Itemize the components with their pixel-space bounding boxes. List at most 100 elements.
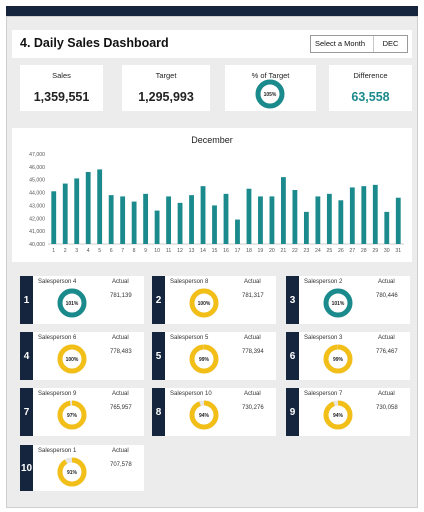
kpi-target-label: Target bbox=[155, 71, 177, 80]
actual-label: Actual bbox=[112, 448, 129, 454]
actual-label: Actual bbox=[244, 279, 261, 285]
title-card: 4. Daily Sales Dashboard Select a Month … bbox=[12, 30, 412, 58]
bar-day-16 bbox=[223, 193, 229, 244]
bar-day-8 bbox=[131, 201, 137, 244]
bar-day-4 bbox=[85, 172, 91, 244]
target-donut: 99% bbox=[189, 344, 219, 374]
bar-day-31 bbox=[395, 197, 401, 244]
x-tick-label: 7 bbox=[121, 248, 124, 254]
actual-value: 780,446 bbox=[376, 293, 398, 299]
kpi-difference-card: Difference 63,558 bbox=[329, 65, 412, 111]
bar-day-19 bbox=[258, 196, 263, 244]
y-tick-label: 40,000 bbox=[29, 242, 45, 248]
salesperson-card: 6 Salesperson 3 Actual 776,467 99% bbox=[286, 332, 410, 380]
donut-ring bbox=[57, 400, 87, 430]
salesperson-card: 10 Salesperson 1 Actual 707,578 91% bbox=[20, 445, 144, 491]
x-tick-label: 21 bbox=[281, 248, 287, 254]
actual-value: 781,317 bbox=[242, 293, 264, 299]
x-tick-label: 9 bbox=[144, 248, 147, 254]
salesperson-name: Salesperson 3 bbox=[304, 335, 343, 341]
rank-badge: 3 bbox=[286, 276, 299, 324]
x-tick-label: 19 bbox=[258, 248, 264, 254]
month-selector-label: Select a Month bbox=[315, 39, 366, 48]
actual-label: Actual bbox=[112, 391, 129, 397]
donut-ring bbox=[323, 288, 353, 318]
actual-value: 730,276 bbox=[242, 405, 264, 411]
x-tick-label: 5 bbox=[98, 248, 101, 254]
donut-ring bbox=[57, 344, 87, 374]
bar-day-24 bbox=[315, 196, 321, 244]
daily-sales-chart: 40,000 41,000 42,000 43,000 44,000 45,000 46,0… bbox=[29, 152, 404, 254]
target-donut: 101% bbox=[323, 288, 353, 318]
target-donut: 91% bbox=[57, 457, 87, 487]
bar-day-10 bbox=[154, 210, 160, 244]
x-tick-label: 8 bbox=[133, 248, 136, 254]
actual-label: Actual bbox=[112, 279, 129, 285]
x-tick-label: 6 bbox=[110, 248, 113, 254]
salesperson-card: 5 Salesperson 5 Actual 778,394 99% bbox=[152, 332, 276, 380]
target-donut: 94% bbox=[323, 400, 353, 430]
bar-day-7 bbox=[120, 196, 126, 244]
salesperson-name: Salesperson 4 bbox=[38, 279, 77, 285]
x-tick-label: 11 bbox=[166, 248, 171, 254]
top-banner bbox=[6, 6, 418, 16]
target-donut: 97% bbox=[57, 400, 87, 430]
kpi-sales-value: 1,359,551 bbox=[33, 90, 90, 104]
bar-day-27 bbox=[349, 187, 355, 244]
y-tick-label: 46,000 bbox=[29, 165, 45, 171]
bar-day-21 bbox=[281, 177, 286, 244]
x-tick-label: 29 bbox=[372, 248, 378, 254]
bar-day-30 bbox=[384, 211, 390, 244]
kpi-target-value: 1,295,993 bbox=[138, 90, 194, 104]
donut-ring bbox=[189, 344, 219, 374]
target-donut: 100% bbox=[57, 344, 87, 374]
x-tick-label: 28 bbox=[361, 248, 367, 254]
kpi-pct-target-value: 105% bbox=[264, 92, 277, 98]
x-tick-label: 24 bbox=[315, 248, 321, 254]
y-tick-label: 42,000 bbox=[29, 216, 45, 222]
target-donut: 99% bbox=[323, 344, 353, 374]
donut-ring bbox=[189, 400, 219, 430]
rank-badge: 1 bbox=[20, 276, 33, 324]
pct-of-target: 99% bbox=[199, 357, 210, 363]
x-tick-label: 10 bbox=[154, 248, 160, 254]
chart-title: December bbox=[191, 135, 233, 145]
bar-day-1 bbox=[51, 191, 57, 244]
bar-day-28 bbox=[361, 186, 367, 244]
actual-label: Actual bbox=[244, 335, 261, 341]
x-tick-label: 22 bbox=[292, 248, 298, 254]
kpi-target-card: Target 1,295,993 bbox=[122, 65, 210, 111]
actual-value: 730,058 bbox=[376, 405, 398, 411]
rank-badge: 8 bbox=[152, 388, 165, 436]
actual-label: Actual bbox=[378, 335, 395, 341]
kpi-sales-card: Sales 1,359,551 bbox=[20, 65, 103, 111]
x-tick-label: 31 bbox=[395, 248, 401, 254]
x-tick-label: 4 bbox=[87, 248, 90, 254]
actual-value: 778,394 bbox=[242, 349, 264, 355]
pct-of-target: 99% bbox=[333, 357, 344, 363]
pct-of-target: 100% bbox=[198, 301, 211, 307]
donut-ring bbox=[57, 457, 87, 487]
donut-ring bbox=[255, 79, 285, 109]
salesperson-name: Salesperson 2 bbox=[304, 279, 343, 285]
x-tick-label: 27 bbox=[349, 248, 355, 254]
month-dropdown[interactable]: DEC bbox=[373, 36, 407, 52]
target-donut: 100% bbox=[189, 288, 219, 318]
salesperson-name: Salesperson 10 bbox=[170, 391, 212, 397]
salesperson-card: 3 Salesperson 2 Actual 780,446 101% bbox=[286, 276, 410, 324]
pct-of-target: 94% bbox=[199, 413, 210, 419]
x-tick-label: 15 bbox=[212, 248, 218, 254]
x-tick-label: 2 bbox=[64, 248, 67, 254]
month-selector[interactable]: Select a Month DEC bbox=[310, 35, 408, 53]
bar-day-18 bbox=[246, 188, 252, 244]
x-tick-label: 18 bbox=[246, 248, 252, 254]
actual-label: Actual bbox=[378, 279, 395, 285]
donut-ring bbox=[57, 288, 87, 318]
bar-day-23 bbox=[303, 211, 309, 244]
pct-of-target: 100% bbox=[66, 357, 79, 363]
bar-day-22 bbox=[292, 190, 298, 244]
y-tick-label: 43,000 bbox=[29, 203, 45, 209]
actual-label: Actual bbox=[378, 391, 395, 397]
actual-value: 781,139 bbox=[110, 293, 132, 299]
x-tick-label: 30 bbox=[384, 248, 390, 254]
